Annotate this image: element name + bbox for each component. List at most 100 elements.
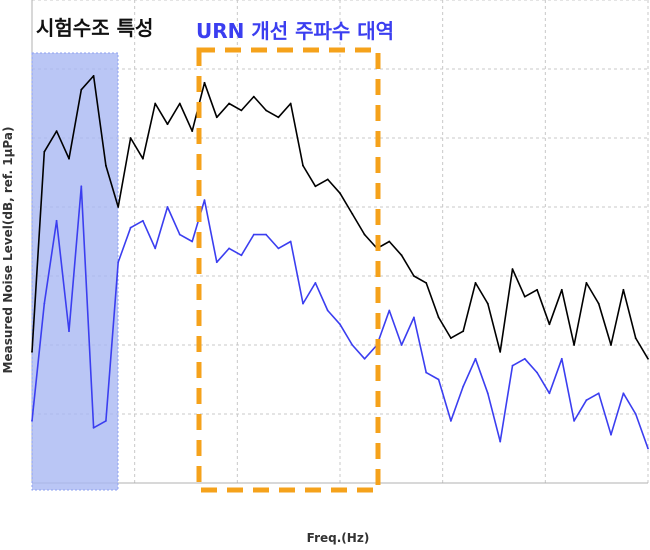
series-2-point bbox=[142, 219, 144, 222]
series-1-point bbox=[400, 254, 403, 257]
series-2-point bbox=[166, 206, 169, 208]
series-2-point bbox=[92, 426, 95, 429]
series-2-point bbox=[314, 282, 317, 284]
series-2-point bbox=[191, 240, 194, 243]
series-2-point bbox=[499, 440, 502, 443]
series-2-point bbox=[289, 240, 292, 243]
series-1-point bbox=[203, 81, 206, 84]
series-1-point bbox=[425, 282, 428, 284]
series-2-point bbox=[560, 357, 563, 360]
series-layer bbox=[31, 75, 649, 450]
series-2-point bbox=[117, 261, 120, 264]
series-2-point bbox=[326, 309, 329, 312]
series-2-point bbox=[511, 364, 514, 367]
series-1-point bbox=[129, 137, 132, 139]
series-1-point bbox=[499, 351, 502, 353]
series-1-point bbox=[31, 351, 33, 353]
series-1-point bbox=[80, 88, 83, 91]
series-2-point bbox=[265, 233, 267, 236]
series-2-point bbox=[105, 420, 107, 422]
series-1-point bbox=[339, 192, 341, 195]
series-1-point bbox=[105, 164, 107, 167]
series-2-point bbox=[80, 185, 83, 188]
series-1-point bbox=[597, 302, 600, 305]
series-1-point bbox=[622, 288, 625, 291]
series-1-point bbox=[351, 213, 354, 215]
series-2-point bbox=[252, 233, 255, 236]
series-1-point bbox=[523, 295, 526, 298]
series-1-point bbox=[511, 268, 514, 270]
series-1-point bbox=[277, 116, 280, 119]
series-2-point bbox=[573, 420, 575, 422]
series-2-point bbox=[339, 323, 341, 326]
series-1-point bbox=[647, 357, 649, 360]
series-1-point bbox=[43, 150, 46, 153]
series-1-point bbox=[154, 102, 157, 105]
series-2-point bbox=[437, 378, 440, 381]
grid bbox=[31, 0, 649, 484]
series-1-point bbox=[166, 123, 169, 126]
series-2-point bbox=[536, 371, 538, 374]
series-1-point bbox=[560, 288, 563, 291]
series-2-point bbox=[228, 247, 231, 250]
series-1-point bbox=[215, 116, 218, 119]
series-1-point bbox=[191, 130, 194, 133]
series-2-point bbox=[548, 392, 551, 395]
series-1-point bbox=[610, 344, 612, 346]
series-2-point bbox=[413, 316, 415, 319]
series-2-point bbox=[610, 433, 612, 436]
series-1-point bbox=[486, 302, 489, 305]
series-1-point bbox=[178, 102, 181, 105]
series-1-point bbox=[117, 206, 120, 208]
series-1-point bbox=[450, 337, 452, 339]
series-2-point bbox=[585, 399, 588, 402]
x-axis-label: Freq.(Hz) bbox=[307, 531, 370, 545]
test-tank-band bbox=[31, 52, 119, 491]
series-2-point bbox=[647, 447, 649, 450]
series-2-point bbox=[462, 385, 465, 388]
series-2-point bbox=[215, 261, 218, 264]
y-axis-label: Measured Noise Level(dB, ref. 1μPa) bbox=[1, 127, 15, 374]
series-2-point bbox=[277, 247, 280, 250]
series-2-point bbox=[400, 344, 403, 346]
series-1-point bbox=[142, 157, 144, 160]
annotation-urn-band: URN 개선 주파수 대역 bbox=[196, 19, 394, 43]
series-2-point bbox=[55, 219, 58, 222]
series-1-point bbox=[302, 164, 304, 167]
series-1-point bbox=[68, 157, 70, 160]
annotation-test-tank: 시험수조 특성 bbox=[36, 16, 153, 40]
series-2-point bbox=[450, 420, 452, 422]
series-1-point bbox=[462, 330, 465, 333]
series-2-point bbox=[68, 330, 70, 333]
series-2-point bbox=[154, 247, 157, 250]
series-2-point bbox=[129, 226, 132, 229]
series-1-point bbox=[265, 109, 267, 112]
series-1-point bbox=[573, 344, 575, 346]
series-1-point bbox=[55, 130, 58, 133]
series-1-point bbox=[585, 282, 588, 284]
series-1-point bbox=[228, 102, 231, 105]
series-2-point bbox=[31, 420, 33, 422]
series-1-point bbox=[314, 185, 317, 188]
series-1-point bbox=[474, 282, 477, 284]
series-1-point bbox=[536, 288, 538, 291]
series-1-point bbox=[289, 102, 292, 105]
series-1-point bbox=[413, 275, 415, 277]
series-2-point bbox=[486, 392, 489, 395]
series-2-point bbox=[302, 302, 304, 305]
series-2-point bbox=[351, 344, 354, 346]
series-2-point bbox=[597, 392, 600, 395]
series-2-point bbox=[178, 233, 181, 236]
series-2-point bbox=[474, 357, 477, 360]
series-2-point bbox=[622, 392, 625, 395]
series-1-point bbox=[363, 233, 366, 236]
series-1-point bbox=[326, 178, 329, 181]
series-1-point bbox=[634, 337, 637, 339]
series-1-point bbox=[240, 109, 243, 112]
series-2-point bbox=[363, 357, 366, 360]
series-1-point bbox=[92, 75, 95, 77]
series-2-point bbox=[425, 371, 428, 374]
series-1-point bbox=[388, 240, 391, 243]
series-1-point bbox=[252, 95, 255, 98]
series-1-point bbox=[437, 316, 440, 319]
